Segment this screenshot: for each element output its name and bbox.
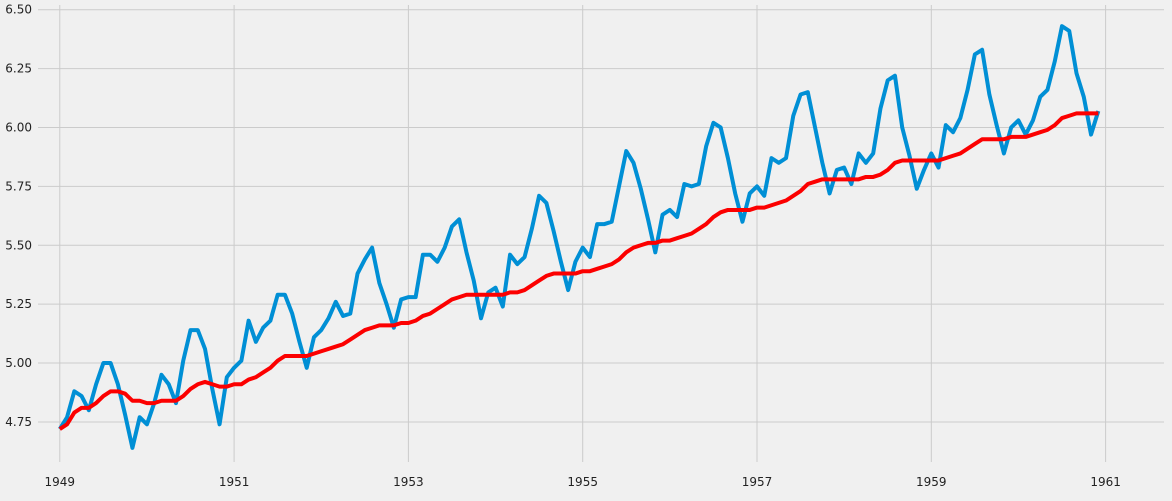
y-tick-label: 6.50 bbox=[5, 3, 32, 17]
x-tick-label: 1959 bbox=[916, 475, 947, 489]
series-layer bbox=[58, 24, 1101, 450]
x-tick-label: 1957 bbox=[742, 475, 773, 489]
x-axis-ticks: 1949 1951 1953 1955 1957 1959 1961 bbox=[45, 475, 1121, 489]
series-line-moving-average bbox=[58, 111, 1099, 431]
y-tick-label: 6.00 bbox=[5, 120, 32, 134]
x-tick-label: 1951 bbox=[219, 475, 250, 489]
y-tick-label: 6.25 bbox=[5, 62, 32, 76]
y-tick-label: 5.50 bbox=[5, 238, 32, 252]
x-tick-label: 1953 bbox=[393, 475, 424, 489]
y-axis-ticks: 4.75 5.00 5.25 5.50 5.75 6.00 6.25 6.50 bbox=[5, 3, 32, 429]
y-tick-label: 5.75 bbox=[5, 179, 32, 193]
series-line-log-values bbox=[58, 24, 1101, 450]
x-tick-label: 1949 bbox=[45, 475, 76, 489]
y-tick-label: 5.00 bbox=[5, 356, 32, 370]
grid-layer bbox=[38, 5, 1164, 462]
y-tick-label: 5.25 bbox=[5, 297, 32, 311]
y-tick-label: 4.75 bbox=[5, 415, 32, 429]
x-tick-label: 1961 bbox=[1090, 475, 1121, 489]
x-tick-label: 1955 bbox=[567, 475, 598, 489]
